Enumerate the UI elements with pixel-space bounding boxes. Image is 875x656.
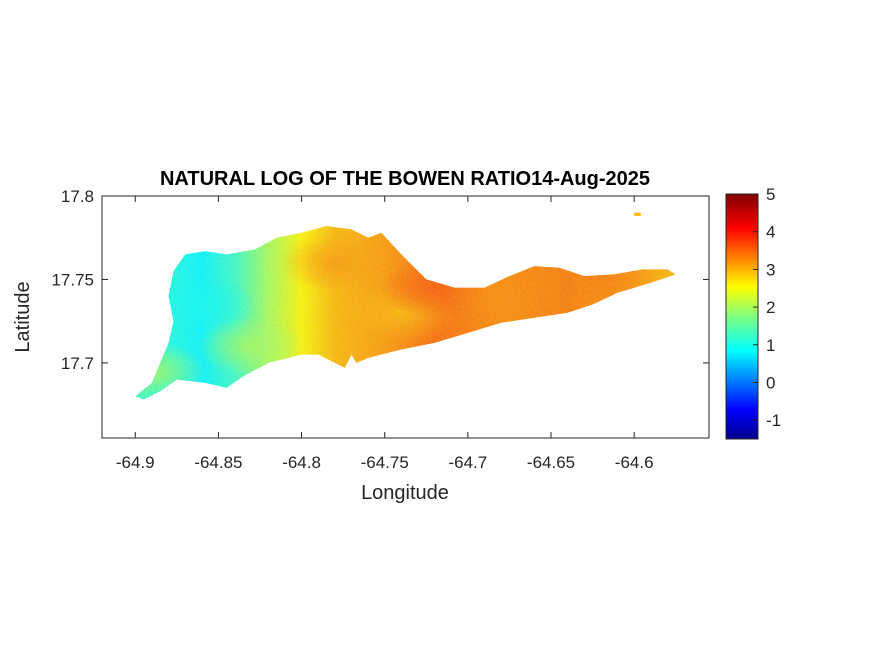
x-tick-label: -64.7 <box>448 453 487 472</box>
colorbar-tick-label: 0 <box>766 373 775 392</box>
colorbar-tick-label: -1 <box>766 411 781 430</box>
colorbar-tick-label: 3 <box>766 260 775 279</box>
x-tick-label: -64.65 <box>527 453 575 472</box>
y-tick-label: 17.8 <box>61 187 94 206</box>
x-tick-label: -64.8 <box>282 453 321 472</box>
y-tick-label: 17.7 <box>61 354 94 373</box>
colorbar-tick-label: 1 <box>766 336 775 355</box>
map-layer <box>135 212 676 400</box>
x-tick-label: -64.9 <box>116 453 155 472</box>
colorbar-axis: -1 0 1 2 3 4 5 <box>753 185 781 430</box>
x-tick-label: -64.85 <box>194 453 242 472</box>
y-axis: 17.7 17.75 17.8 <box>51 187 709 373</box>
y-tick-label: 17.75 <box>51 270 94 289</box>
colorbar <box>725 193 759 440</box>
island-texture <box>135 226 676 400</box>
x-tick-label: -64.75 <box>361 453 409 472</box>
map-axes-frame <box>101 195 710 439</box>
colorbar-tick-label: 5 <box>766 185 775 204</box>
x-tick-label: -64.6 <box>615 453 654 472</box>
x-axis-label: Longitude <box>361 482 449 504</box>
colorbar-tick-label: 2 <box>766 298 775 317</box>
x-axis: -64.9 -64.85 -64.8 -64.75 -64.7 -64.65 -64.6 <box>116 196 654 472</box>
map-title: NATURAL LOG OF THE BOWEN RATIO14-Aug-202… <box>160 168 650 190</box>
islet-marker <box>633 212 642 217</box>
colorbar-tick-label: 4 <box>766 223 775 242</box>
y-axis-label: Latitude <box>12 281 34 352</box>
